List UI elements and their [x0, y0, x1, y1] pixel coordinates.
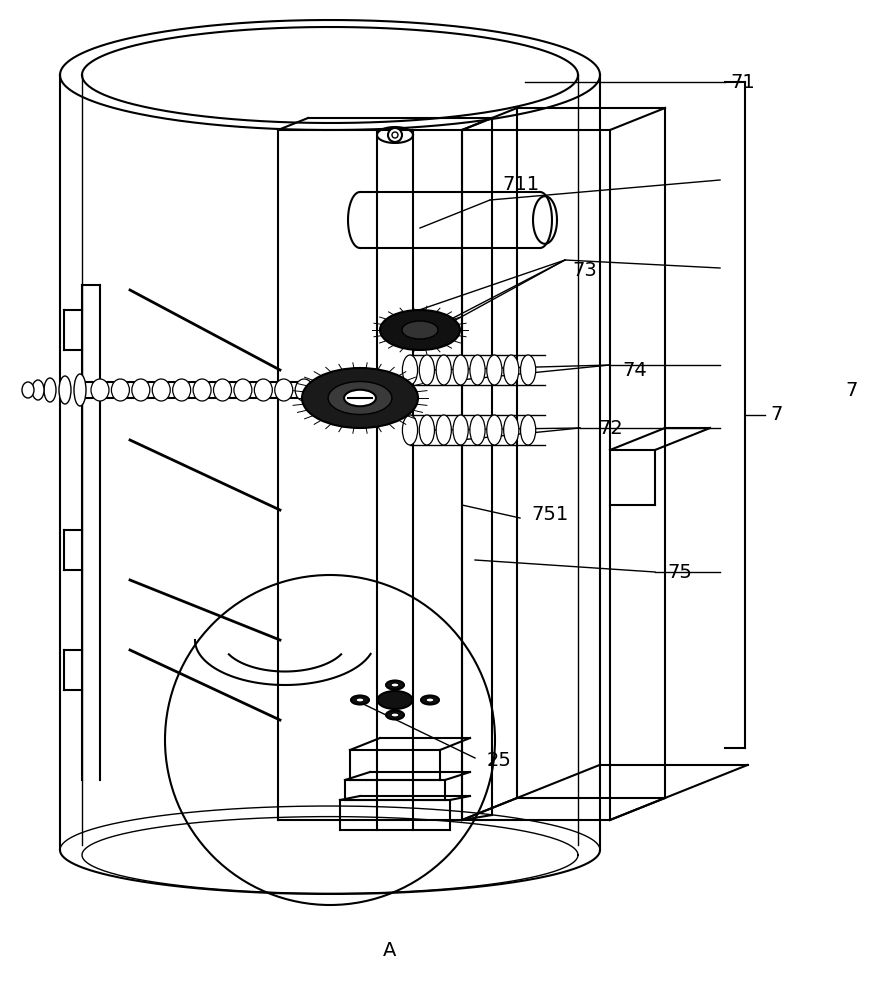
- Ellipse shape: [32, 380, 44, 400]
- Ellipse shape: [402, 415, 417, 445]
- Ellipse shape: [295, 379, 313, 401]
- Ellipse shape: [302, 368, 418, 428]
- Text: 7: 7: [845, 380, 857, 399]
- Text: 71: 71: [730, 73, 755, 92]
- Circle shape: [388, 128, 402, 142]
- Text: 72: 72: [598, 418, 623, 438]
- Ellipse shape: [316, 379, 333, 401]
- Circle shape: [392, 132, 398, 138]
- Ellipse shape: [402, 321, 438, 339]
- Ellipse shape: [131, 379, 150, 401]
- Ellipse shape: [419, 355, 434, 385]
- Text: A: A: [383, 940, 396, 960]
- Ellipse shape: [193, 379, 211, 401]
- Ellipse shape: [391, 713, 399, 717]
- Ellipse shape: [426, 698, 434, 702]
- Ellipse shape: [254, 379, 273, 401]
- Ellipse shape: [391, 683, 399, 687]
- Ellipse shape: [344, 390, 376, 406]
- Ellipse shape: [402, 355, 417, 385]
- Ellipse shape: [486, 415, 502, 445]
- Ellipse shape: [328, 381, 392, 414]
- Ellipse shape: [152, 379, 170, 401]
- Ellipse shape: [356, 698, 364, 702]
- Text: 25: 25: [487, 750, 512, 770]
- Ellipse shape: [380, 310, 460, 350]
- Ellipse shape: [112, 379, 130, 401]
- Text: 7: 7: [770, 406, 782, 424]
- Ellipse shape: [520, 415, 536, 445]
- Ellipse shape: [386, 680, 404, 690]
- Ellipse shape: [351, 696, 369, 704]
- Ellipse shape: [234, 379, 252, 401]
- Ellipse shape: [419, 415, 434, 445]
- Ellipse shape: [173, 379, 190, 401]
- Ellipse shape: [214, 379, 232, 401]
- Ellipse shape: [503, 415, 519, 445]
- Ellipse shape: [22, 382, 34, 398]
- Ellipse shape: [377, 691, 412, 709]
- Ellipse shape: [453, 415, 468, 445]
- Ellipse shape: [503, 355, 519, 385]
- Text: 711: 711: [502, 176, 539, 194]
- Text: 75: 75: [667, 562, 692, 582]
- Ellipse shape: [59, 376, 71, 404]
- Ellipse shape: [44, 378, 56, 402]
- Ellipse shape: [386, 710, 404, 720]
- Text: 751: 751: [531, 506, 569, 524]
- Ellipse shape: [520, 355, 536, 385]
- Ellipse shape: [453, 355, 468, 385]
- Ellipse shape: [470, 415, 485, 445]
- Ellipse shape: [91, 379, 109, 401]
- Ellipse shape: [486, 355, 502, 385]
- Ellipse shape: [436, 355, 451, 385]
- Ellipse shape: [436, 415, 451, 445]
- Text: 73: 73: [572, 260, 597, 279]
- Ellipse shape: [274, 379, 292, 401]
- Text: 74: 74: [622, 360, 646, 379]
- Ellipse shape: [470, 355, 485, 385]
- Ellipse shape: [421, 696, 439, 704]
- Ellipse shape: [74, 374, 86, 406]
